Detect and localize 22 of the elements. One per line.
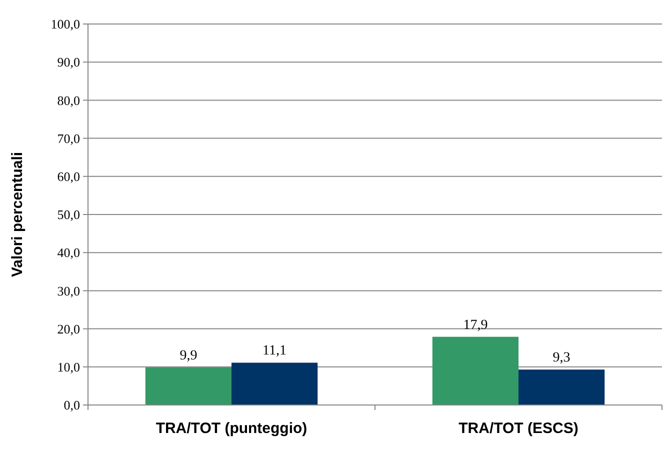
bar bbox=[232, 362, 318, 405]
data-label: 11,1 bbox=[262, 344, 287, 359]
y-tick-label: 30,0 bbox=[57, 283, 80, 298]
data-label: 17,9 bbox=[463, 318, 488, 333]
y-tick-label: 20,0 bbox=[57, 321, 80, 336]
x-tick-label: TRA/TOT (punteggio) bbox=[156, 420, 308, 437]
y-tick-label: 40,0 bbox=[57, 245, 80, 260]
data-label: 9,3 bbox=[552, 350, 570, 366]
y-tick-label: 80,0 bbox=[57, 92, 80, 108]
y-tick-label: 100,0 bbox=[50, 16, 80, 32]
data-label: 9,9 bbox=[180, 348, 198, 364]
y-tick-label: 90,0 bbox=[57, 54, 80, 70]
bar bbox=[432, 336, 518, 405]
y-axis-title: Valori percentuali bbox=[9, 152, 26, 278]
y-tick-label: 60,0 bbox=[57, 168, 80, 184]
bar bbox=[145, 367, 232, 405]
y-tick-label: 50,0 bbox=[57, 207, 80, 222]
bar bbox=[518, 370, 605, 405]
y-tick-label: 70,0 bbox=[57, 130, 80, 146]
y-tick-label: 10,0 bbox=[57, 359, 80, 374]
x-tick-label: TRA/TOT (ESCS) bbox=[458, 420, 578, 437]
y-tick-label: 0,0 bbox=[64, 398, 80, 413]
